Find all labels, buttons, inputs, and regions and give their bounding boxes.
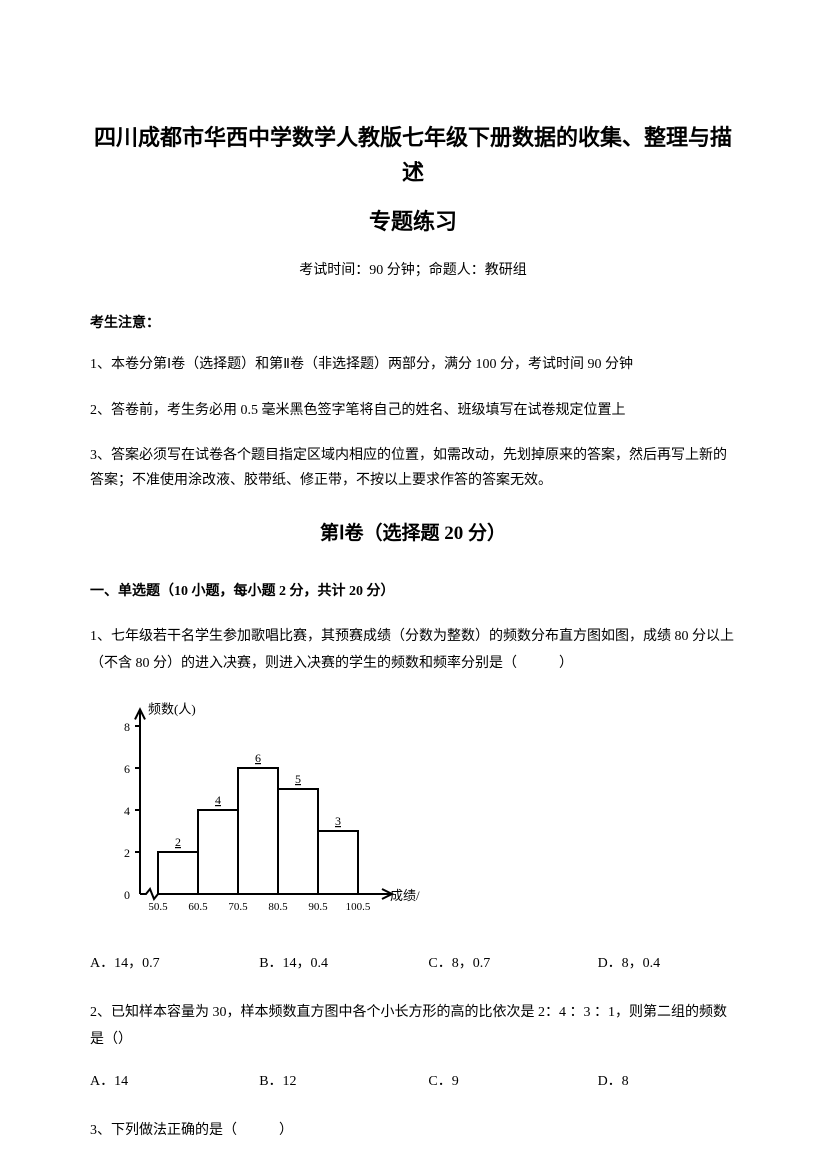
q2-option-b: B．12 (259, 1069, 428, 1094)
document-title-line1: 四川成都市华西中学数学人教版七年级下册数据的收集、整理与描述 (90, 120, 736, 190)
svg-text:60.5: 60.5 (188, 901, 208, 913)
svg-text:70.5: 70.5 (228, 901, 248, 913)
svg-text:6: 6 (124, 762, 130, 776)
svg-text:5: 5 (295, 772, 301, 786)
svg-text:8: 8 (124, 720, 130, 734)
svg-text:6: 6 (255, 751, 261, 765)
svg-text:3: 3 (335, 814, 341, 828)
question-2-options: A．14 B．12 C．9 D．8 (90, 1069, 736, 1094)
q2-option-c: C．9 (428, 1069, 597, 1094)
question-3-text: 3、下列做法正确的是（ ） (90, 1118, 736, 1145)
q1-option-d: D．8，0.4 (598, 951, 736, 976)
svg-text:90.5: 90.5 (308, 901, 328, 913)
exam-time-line: 考试时间：90 分钟；命题人：教研组 (90, 258, 736, 283)
q2-option-a: A．14 (90, 1069, 259, 1094)
chart-svg: 频数(人) 成绩/分 0 2 4 6 8 2 4 6 5 3 50.5 60.5 70.5 80.5 90.5 1… (90, 694, 420, 924)
notice-item-1: 1、本卷分第Ⅰ卷（选择题）和第Ⅱ卷（非选择题）两部分，满分 100 分，考试时间… (90, 352, 736, 377)
question-2-text: 2、已知样本容量为 30，样本频数直方图中各个小长方形的高的比依次是 2：4 ：… (90, 1000, 736, 1053)
question-1-options: A．14，0.7 B．14，0.4 C．8，0.7 D．8，0.4 (90, 951, 736, 976)
notice-item-3: 3、答案必须写在试卷各个题目指定区域内相应的位置，如需改动，先划掉原来的答案，然… (90, 443, 736, 493)
q2-option-d: D．8 (598, 1069, 736, 1094)
svg-text:成绩/分: 成绩/分 (390, 888, 420, 903)
svg-text:0: 0 (124, 888, 130, 902)
svg-text:50.5: 50.5 (148, 901, 168, 913)
section-heading: 第Ⅰ卷（选择题 20 分） (90, 517, 736, 551)
question-1-text: 1、七年级若干名学生参加歌唱比赛，其预赛成绩（分数为整数）的频数分布直方图如图，… (90, 624, 736, 677)
svg-text:2: 2 (124, 846, 130, 860)
histogram-chart: 频数(人) 成绩/分 0 2 4 6 8 2 4 6 5 3 50.5 60.5 70.5 80.5 90.5 1… (90, 694, 736, 933)
notice-item-2: 2、答卷前，考生务必用 0.5 毫米黑色签字笔将自己的姓名、班级填写在试卷规定位… (90, 398, 736, 423)
svg-text:4: 4 (124, 804, 130, 818)
subsection-heading: 一、单选题（10 小题，每小题 2 分，共计 20 分） (90, 579, 736, 604)
q1-option-b: B．14，0.4 (259, 951, 428, 976)
svg-text:100.5: 100.5 (346, 901, 371, 913)
notice-heading: 考生注意： (90, 311, 736, 336)
document-title-line2: 专题练习 (90, 202, 736, 242)
q1-option-c: C．8，0.7 (428, 951, 597, 976)
q1-option-a: A．14，0.7 (90, 951, 259, 976)
svg-text:4: 4 (215, 793, 221, 807)
svg-text:2: 2 (175, 835, 181, 849)
svg-text:频数(人): 频数(人) (148, 701, 196, 716)
svg-text:80.5: 80.5 (268, 901, 288, 913)
